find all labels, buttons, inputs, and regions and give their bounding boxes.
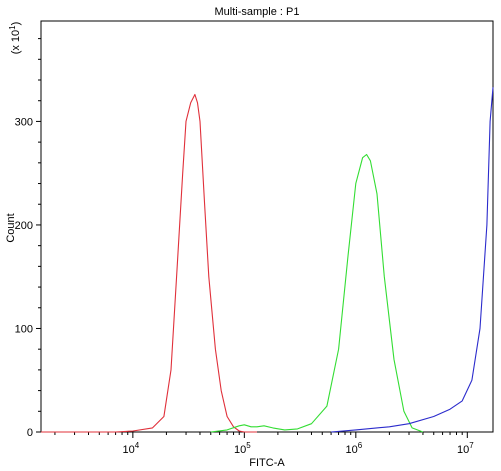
x-tick-exponent: 7 [469, 441, 474, 450]
y-multiplier-exponent: 1 [8, 25, 17, 30]
x-tick-exponent: 6 [358, 441, 363, 450]
x-tick-exponent: 4 [135, 441, 140, 450]
x-tick-label: 105 [234, 441, 251, 456]
y-multiplier-suffix: ) [10, 22, 22, 26]
chart-title: Multi-sample : P1 [215, 6, 300, 18]
y-axis-label: Count [5, 213, 17, 242]
histogram-series [41, 87, 494, 433]
y-tick-label: 0 [27, 427, 33, 439]
plot-frame [40, 20, 494, 433]
x-tick-base: 10 [345, 444, 357, 456]
x-tick-base: 10 [234, 444, 246, 456]
y-axis-ticks: 0 100 200 300 [15, 38, 41, 439]
series-line-3 [331, 87, 494, 433]
x-axis-label: FITC-A [249, 457, 285, 469]
y-tick-label: 300 [15, 116, 33, 128]
x-tick-label: 107 [457, 441, 474, 456]
x-tick-label: 106 [345, 441, 362, 456]
series-line-2 [210, 153, 424, 433]
x-tick-base: 10 [123, 444, 135, 456]
x-tick-base: 10 [457, 444, 469, 456]
y-multiplier-prefix: (x 10 [10, 30, 22, 54]
x-tick-exponent: 5 [246, 441, 251, 450]
y-tick-label: 200 [15, 220, 33, 232]
x-tick-label: 104 [123, 441, 140, 456]
series-line-1 [41, 93, 257, 433]
x-axis-ticks: 104 105 106 107 [54, 432, 474, 456]
y-tick-label: 100 [15, 323, 33, 335]
y-multiplier-label: (x 101) [8, 22, 22, 55]
